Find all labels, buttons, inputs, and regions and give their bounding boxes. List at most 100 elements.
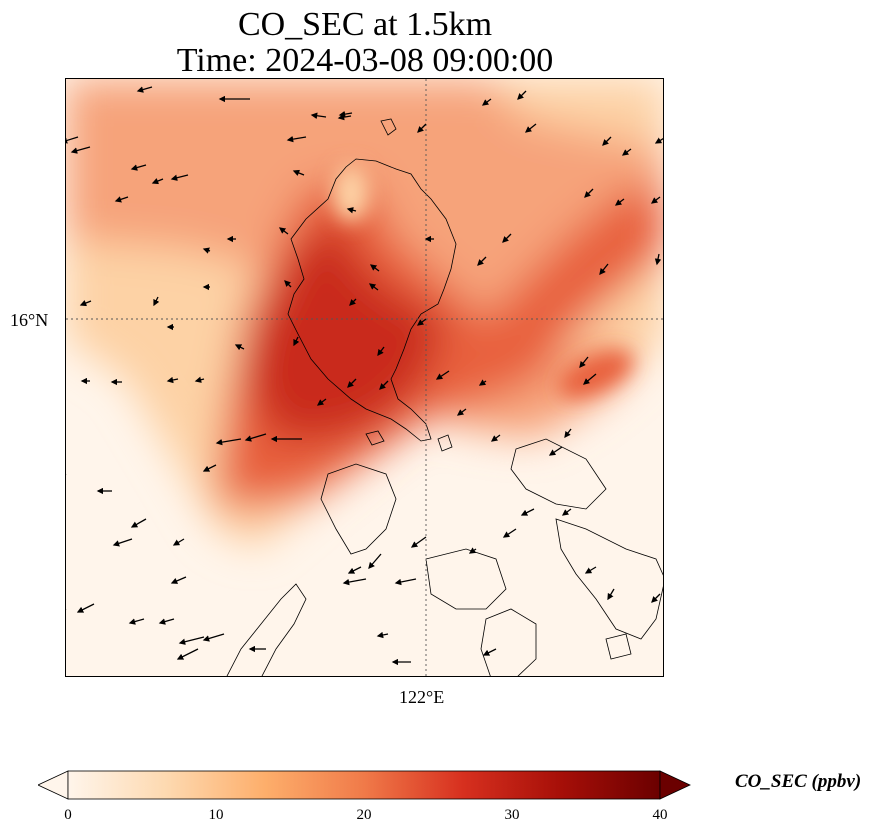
wind-arrow xyxy=(583,373,597,385)
wind-arrow xyxy=(170,576,187,584)
coastline-luzon xyxy=(287,158,457,442)
coastline-small-isles xyxy=(365,118,632,660)
wind-arrow xyxy=(202,633,225,642)
coastline-negros xyxy=(480,608,537,676)
wind-arrow xyxy=(76,603,95,613)
field-light-spot xyxy=(333,166,369,222)
wind-arrow xyxy=(379,380,389,390)
wind-arrow xyxy=(502,528,517,538)
wind-arrow xyxy=(347,566,362,574)
wind-arrow xyxy=(153,296,160,307)
wind-arrow xyxy=(520,508,535,516)
wind-arrow xyxy=(651,593,661,603)
wind-vectors xyxy=(66,86,663,666)
wind-arrow xyxy=(524,123,537,133)
wind-arrow xyxy=(435,370,450,380)
wind-arrow xyxy=(579,356,589,369)
wind-arrow xyxy=(346,207,357,214)
wind-arrow xyxy=(602,136,612,146)
wind-arrow xyxy=(215,438,242,446)
wind-arrow xyxy=(130,518,147,528)
wind-arrow xyxy=(561,508,572,516)
colorbar-label: CO_SEC (ppbv) xyxy=(735,771,862,792)
field-southeast-plume xyxy=(426,339,626,439)
colorbar-tick-40: 40 xyxy=(652,807,668,823)
lon-tick-label: 122°E xyxy=(399,687,445,707)
wind-arrow xyxy=(292,169,305,176)
wind-arrow xyxy=(70,146,91,154)
wind-arrow xyxy=(410,536,427,548)
wind-arrow xyxy=(377,346,385,357)
map-title-line1: CO_SEC at 1.5km xyxy=(237,6,493,43)
wind-arrow xyxy=(284,280,292,288)
wind-arrow xyxy=(130,164,147,171)
wind-arrow xyxy=(136,86,153,93)
wind-arrow xyxy=(202,247,211,254)
wind-arrow xyxy=(194,376,205,383)
wind-arrow xyxy=(293,336,300,347)
wind-arrow xyxy=(599,263,609,276)
wind-arrow xyxy=(202,464,217,472)
map-panel xyxy=(65,78,664,677)
concentration-field xyxy=(66,79,663,676)
colorbar-tick-20: 20 xyxy=(356,807,372,823)
lat-tick-label: 16°N xyxy=(10,310,49,330)
wind-arrow xyxy=(456,408,467,416)
coastline-samar xyxy=(555,518,663,640)
wind-arrow xyxy=(178,636,205,645)
wind-arrow xyxy=(244,433,267,442)
wind-arrow xyxy=(368,553,382,569)
wind-arrow xyxy=(584,566,597,574)
wind-arrow xyxy=(564,428,572,439)
colorbar-tick-0: 0 xyxy=(64,807,72,823)
wind-arrow xyxy=(376,631,389,639)
map-title-line2: Time: 2024-03-08 09:00:00 xyxy=(176,42,554,79)
wind-arrow xyxy=(394,578,417,586)
wind-arrow xyxy=(614,198,625,206)
wind-arrow xyxy=(481,98,492,106)
wind-arrow xyxy=(349,298,357,306)
wind-arrow xyxy=(310,112,327,119)
colorbar-extend-high xyxy=(659,770,691,800)
wind-arrow xyxy=(128,618,145,625)
wind-arrow xyxy=(417,123,427,133)
wind-arrow xyxy=(66,136,79,144)
wind-arrow xyxy=(151,178,164,185)
colorbar-tick-10: 10 xyxy=(208,807,224,823)
coastline-mindoro xyxy=(320,463,397,555)
wind-arrow xyxy=(368,283,379,291)
wind-arrow xyxy=(490,434,501,442)
wind-arrow xyxy=(338,110,353,118)
wind-arrow xyxy=(342,578,367,586)
wind-arrow xyxy=(112,538,133,547)
colorbar-gradient xyxy=(67,770,661,800)
wind-arrow xyxy=(234,344,245,351)
wind-arrow xyxy=(517,90,527,100)
wind-arrow xyxy=(79,300,92,307)
wind-arrow xyxy=(621,148,632,156)
wind-arrow xyxy=(468,547,477,554)
wind-arrow xyxy=(416,318,427,326)
colorbar-extend-low xyxy=(38,770,69,800)
wind-arrow xyxy=(176,648,199,660)
wind-arrow xyxy=(478,379,487,386)
wind-arrow xyxy=(369,264,380,272)
colorbar-tick-30: 30 xyxy=(504,807,520,823)
wind-arrow xyxy=(347,378,357,388)
wind-arrow xyxy=(166,376,179,384)
wind-arrow xyxy=(502,233,512,243)
colorbar xyxy=(38,770,691,800)
wind-arrow xyxy=(654,137,663,144)
wind-arrow xyxy=(584,188,594,198)
wind-arrow xyxy=(158,618,175,625)
wind-arrow xyxy=(286,135,307,143)
wind-arrow xyxy=(316,398,327,406)
wind-arrow xyxy=(654,253,662,266)
coastline-palawan xyxy=(226,583,307,676)
wind-arrow xyxy=(650,196,661,204)
wind-arrow xyxy=(278,227,289,235)
wind-arrow xyxy=(607,588,615,601)
coastline-visayas-east xyxy=(510,438,607,510)
field-peak-core xyxy=(246,219,446,439)
wind-arrow xyxy=(477,256,487,266)
